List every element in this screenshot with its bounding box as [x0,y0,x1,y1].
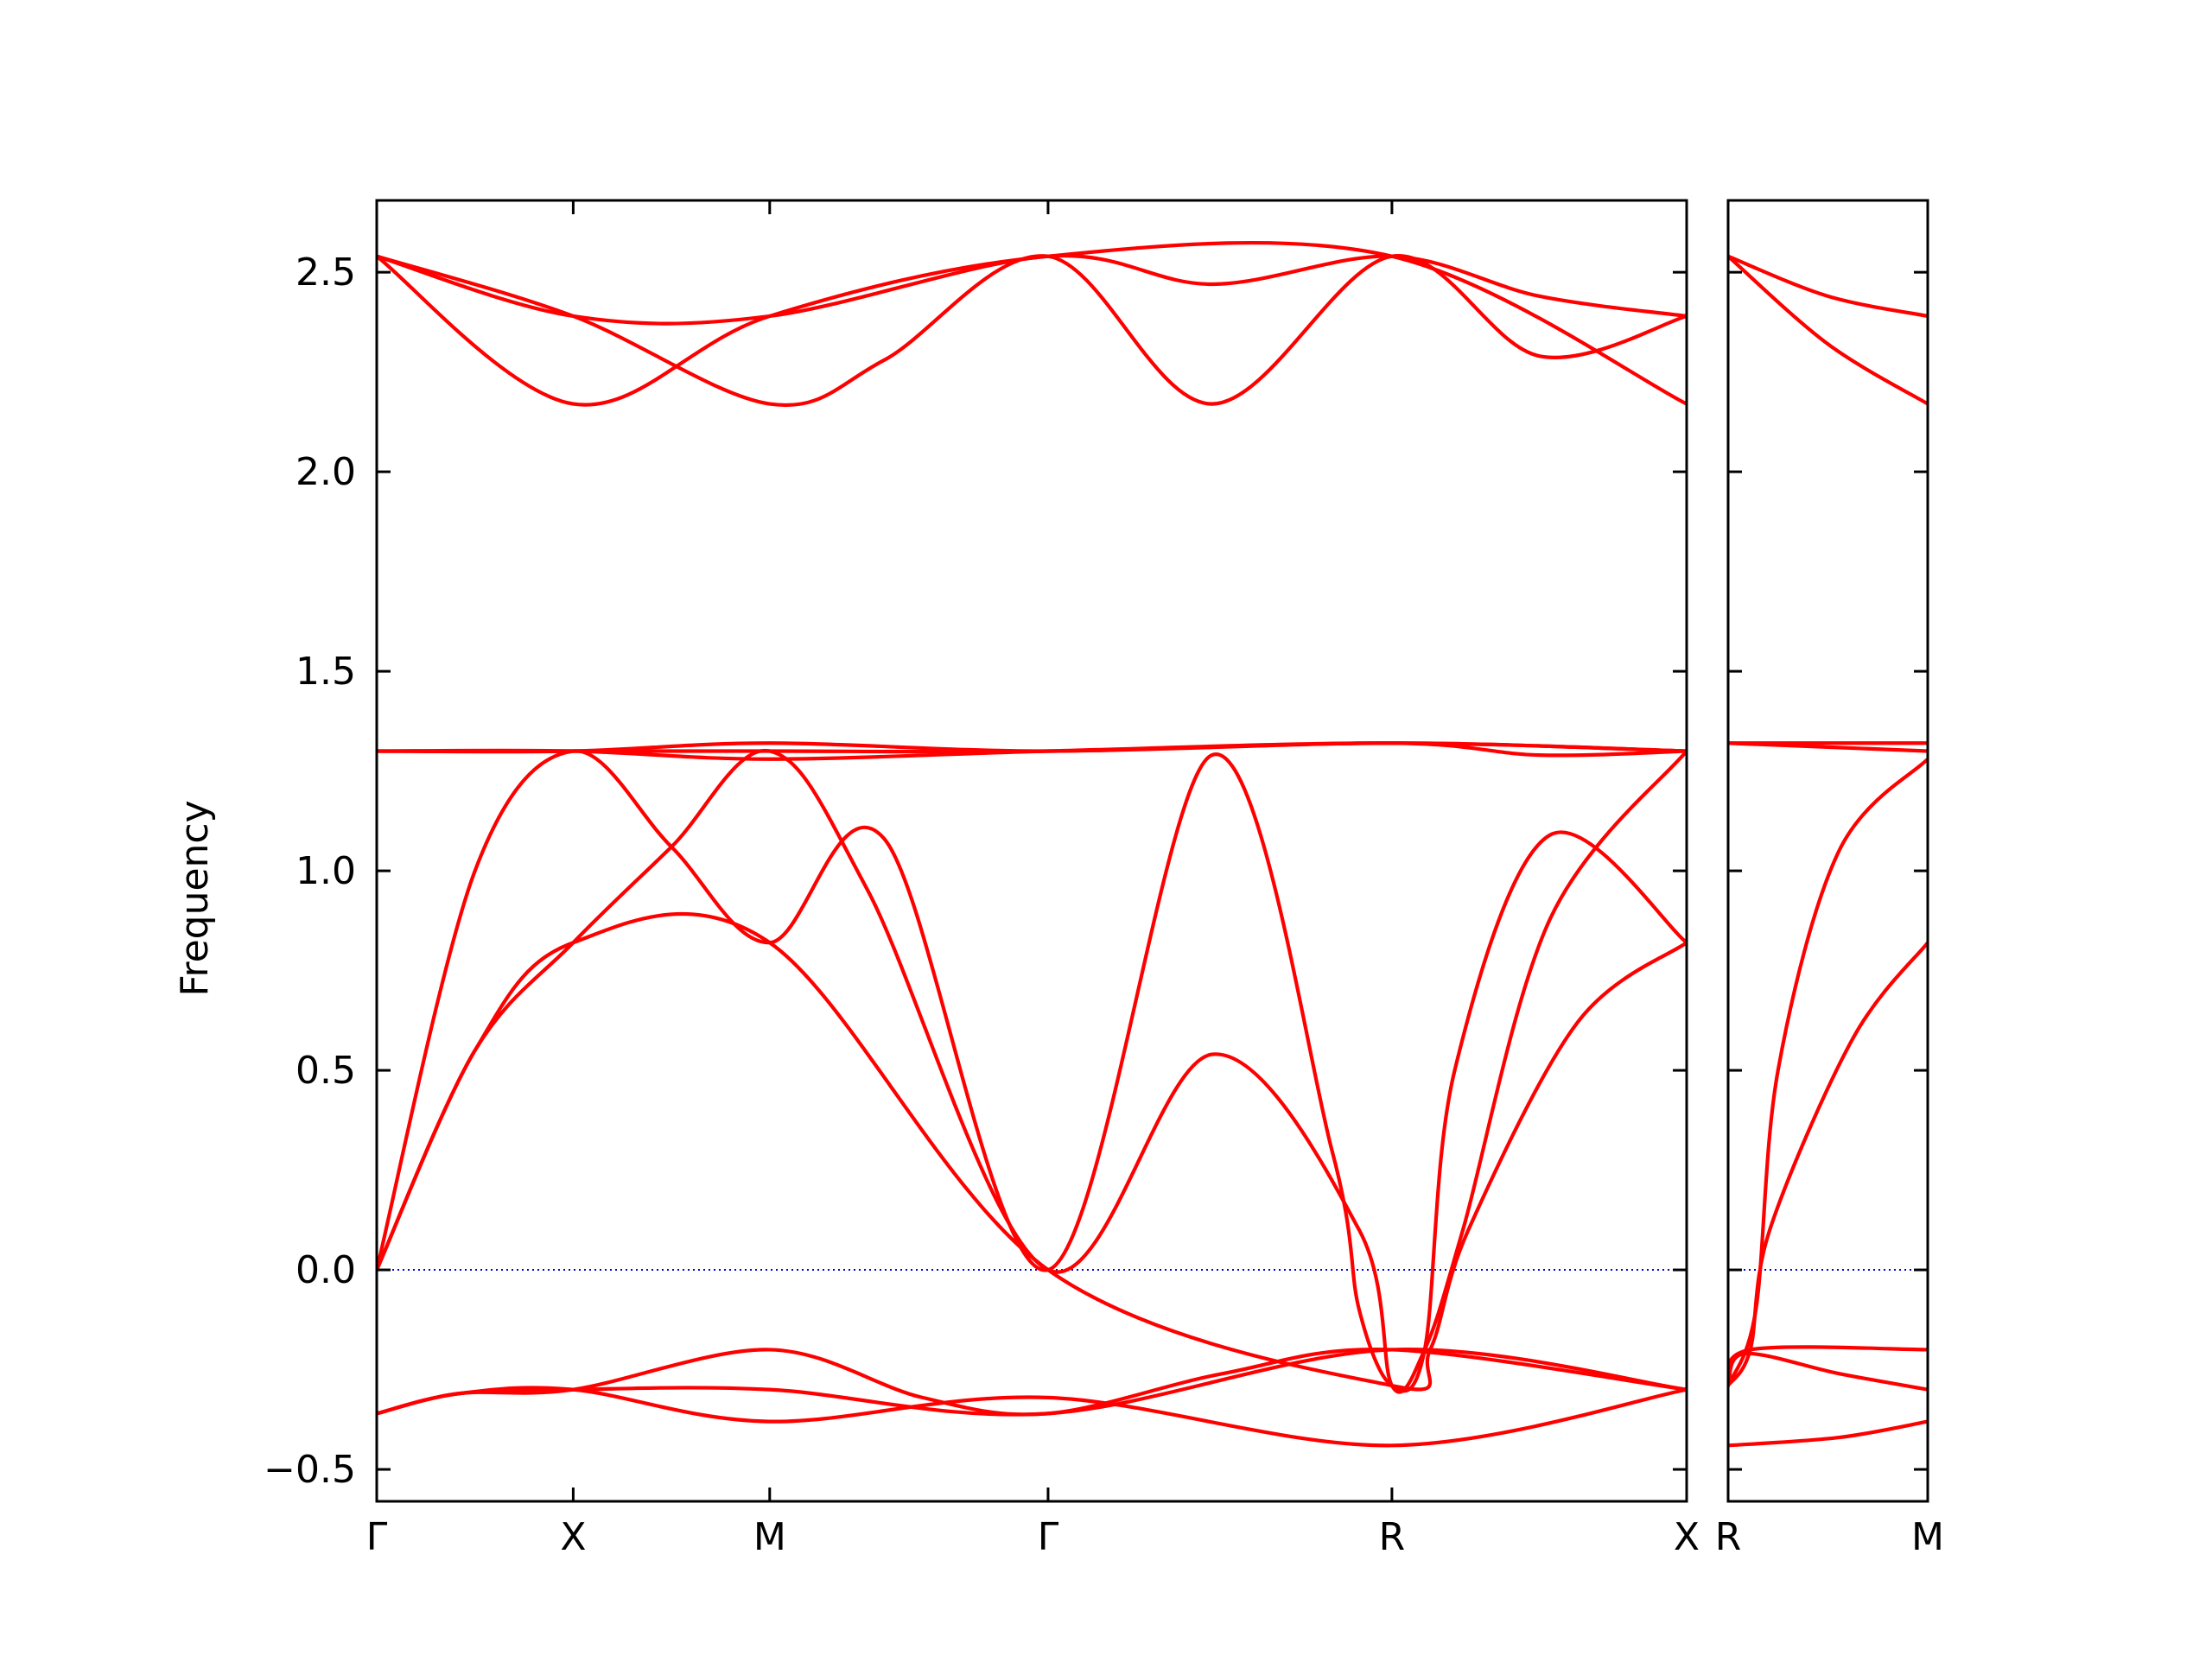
band-line-4 [1728,741,1928,753]
x-tick-label: M [1911,1515,1944,1559]
x-tick-label: M [753,1515,786,1559]
y-tick-label: −0.5 [264,1448,356,1492]
band-line-7 [1728,1345,1928,1388]
band-line-2 [377,254,1687,407]
y-tick-label: 2.0 [296,450,356,494]
band-line-1 [1728,254,1928,319]
axes-frame [375,199,1688,1503]
y-tick-label: 0.0 [296,1248,356,1292]
band-line-6 [1728,941,1928,1388]
band-line-3 [377,240,1687,407]
band-line-2 [1728,254,1928,406]
band-line-10 [377,1348,1687,1417]
x-tick-label: X [560,1515,586,1559]
x-tick-label: Γ [1038,1515,1059,1559]
band-line-8 [377,748,1687,1394]
band-line-9 [377,911,1687,1392]
y-tick-label: 1.5 [296,650,356,694]
x-tick-label: R [1715,1515,1742,1559]
axes-frame [1726,199,1929,1503]
band-line-8 [1728,1351,1928,1392]
band-line-12 [377,1386,1687,1448]
band-line-1 [377,253,1687,326]
x-tick-label: Γ [366,1515,388,1559]
x-tick-label: X [1674,1515,1700,1559]
band-line-9 [1728,1419,1928,1448]
y-tick-label: 0.5 [296,1049,356,1093]
y-tick-label: 2.5 [296,251,356,295]
y-tick-label: 1.0 [296,849,356,893]
x-tick-label: R [1379,1515,1406,1559]
series-group [377,240,1687,1448]
y-axis-label: Frequency [173,800,217,996]
series-group [1728,254,1928,1448]
main-band-panel: −0.5 0.0 0.5 1.0 1.5 2.0 2.5 Γ X M Γ R X [264,199,1700,1559]
band-line-7 [377,749,1687,1393]
